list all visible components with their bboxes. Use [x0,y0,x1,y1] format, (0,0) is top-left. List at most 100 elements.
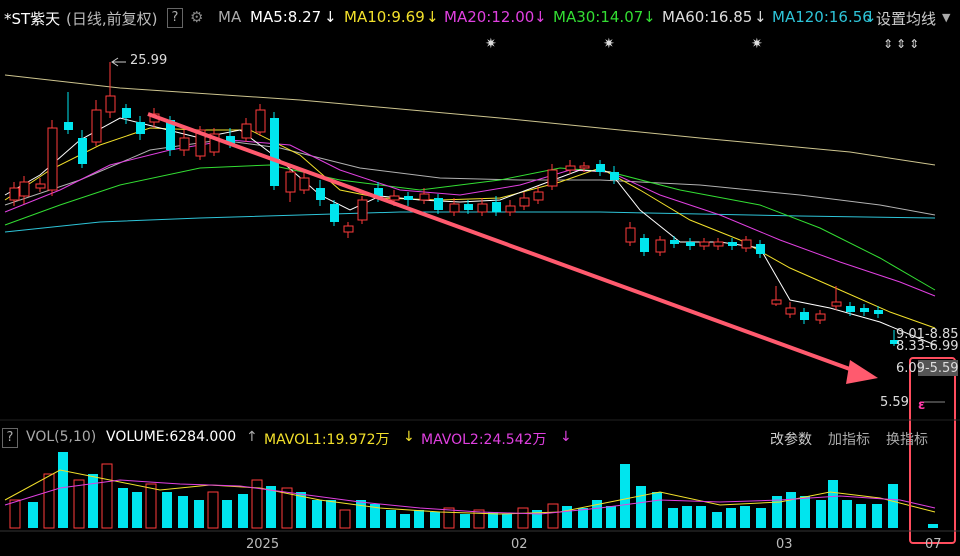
volume-bar [872,504,882,528]
volume-bar [88,474,98,528]
candle-body [533,191,544,201]
ma10-value: MA10:9.69 [344,8,425,26]
price-tag-box [918,360,958,376]
volume-bar [517,507,529,529]
volume-bar [145,483,157,529]
volume-bar [356,500,366,528]
switch-indicator-button[interactable]: 换指标 [886,432,928,448]
candle-body [434,198,443,210]
volume-bar [326,500,336,528]
event-star-icon[interactable]: ✷ [603,36,615,52]
candle-body [860,308,869,312]
ma120-value: MA120:16.56 [772,8,872,26]
volume-bar [178,496,188,528]
candle-body [890,340,899,344]
volume-bar [740,506,750,528]
volume-bar [620,464,630,528]
candle-body [771,299,782,305]
candle-body [316,188,325,200]
candle-body [419,193,430,201]
candle-body [785,307,796,315]
candle-body [505,205,516,213]
settings-gear-icon[interactable]: ⚙ [190,8,204,26]
volume-bar [756,508,766,528]
candle-body [547,169,558,187]
ma5-value: MA5:8.27 [250,8,322,26]
candle-body [91,109,102,143]
volume-bar [400,514,410,528]
volume-help-icon[interactable]: ? [2,428,18,448]
chart-mode: (日线,前复权) [66,10,158,28]
ma-label: MA [218,8,242,26]
volume-bar [726,508,736,528]
ma120-line [4,74,936,166]
volume-bar [414,510,424,528]
cursor-marker-icon: ε [918,398,926,413]
volume-bar [636,486,646,528]
candle-body [9,187,20,201]
ma-settings-button[interactable]: 设置均线 [876,10,937,28]
candle-body [255,109,266,133]
volume-bar [222,500,232,528]
edit-params-button[interactable]: 改参数 [770,432,812,448]
candle-body [47,127,58,191]
volume-bar [712,512,722,528]
volume-bar [339,509,351,529]
volume-bar [28,502,38,528]
ma5-arrow-icon: ↓ [324,8,337,26]
volume-bar [207,491,219,529]
volume-bar [473,509,485,529]
candle-body [565,165,576,171]
chevron-down-icon[interactable]: ▼ [942,11,951,24]
add-indicator-button[interactable]: 加指标 [828,432,870,448]
ma60-value: MA60:16.85 [662,8,753,26]
candle-body [343,225,354,233]
volume-bar [101,463,113,529]
event-star-icon[interactable]: ✷ [485,36,497,52]
event-marker-icon[interactable]: ⇕⇕⇕ [883,37,923,51]
volume-bar [592,500,602,528]
low-price-label: 5.59 [880,395,909,410]
volume-bar [652,492,662,528]
volume-bar [132,492,142,528]
candle-body [728,242,737,246]
candle-body [195,129,206,157]
volume-bar [312,500,322,528]
candle-body [226,136,235,144]
stock-name[interactable]: *ST紫天 [4,10,61,28]
price-range-3: 6.09-5.59 [896,361,959,376]
volume-bar [888,484,898,528]
ma10-line [4,127,936,329]
volume-bar [443,507,455,529]
ma30-arrow-icon: ↓ [643,8,656,26]
candle-body [122,108,131,118]
volume-bar [668,508,678,528]
volume-bar [73,479,85,529]
volume-bar [238,494,248,528]
candle-body [449,203,460,213]
ma-lines [4,74,936,346]
volume-bar [547,503,559,529]
x-label-mar: 03 [776,537,793,552]
ma60-line [4,139,936,216]
candle-body [464,204,473,210]
candle-body [357,199,368,221]
price-range-2: 8.33-6.99 [896,339,959,354]
candle-body [640,238,649,252]
arrow-left-icon [111,57,119,67]
candle-body [670,240,679,244]
volume-bar [386,510,396,528]
candle-body [64,122,73,130]
volume-bar [696,506,706,528]
ma120-arrow-icon: ↓ [864,8,877,26]
help-icon[interactable]: ? [167,8,183,28]
volume-bar [460,514,470,528]
event-star-icon[interactable]: ✷ [751,36,763,52]
volume-bar [772,496,782,528]
volume-value: VOLUME:6284.000 [106,429,237,445]
volume-bar [430,512,440,528]
mavol1-arrow-icon: ↓ [403,429,415,445]
volume-bars [9,452,938,529]
candle-body [299,177,310,191]
